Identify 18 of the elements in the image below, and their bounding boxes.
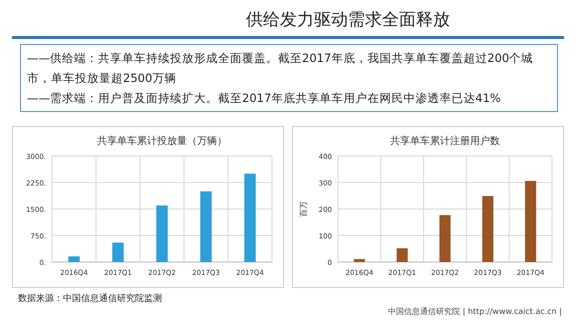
source-note: 数据来源：中国信息通信研究院监测 xyxy=(18,292,162,305)
text: 中国信息通信研究院 | http://www.caict.ac.cn | xyxy=(388,306,562,317)
bar xyxy=(525,180,536,262)
bar xyxy=(396,248,408,262)
bar xyxy=(68,256,80,262)
bar xyxy=(439,215,451,262)
text: 供给发力驱动需求全面释放 xyxy=(245,9,451,31)
chart-title: 共享单车累计投放量（万辆） xyxy=(97,135,227,147)
bar xyxy=(244,174,256,262)
bar xyxy=(354,259,365,262)
bar xyxy=(200,191,212,262)
bar xyxy=(112,242,124,262)
chart-title: 共享单车累计注册用户数 xyxy=(390,135,500,147)
text: ——需求端：用户普及面持续扩大。截至2017年底共享单车用户在网民中渗透率已达41% xyxy=(27,90,502,107)
bar xyxy=(482,196,494,262)
text: ——供给端：共享单车持续投放形成全面覆盖。截至2017年底，我国共享单车覆盖超过200个城市，单车投放量超2500万辆 xyxy=(27,50,534,87)
bar xyxy=(156,205,168,262)
y-axis-title: 百万 xyxy=(299,201,308,217)
